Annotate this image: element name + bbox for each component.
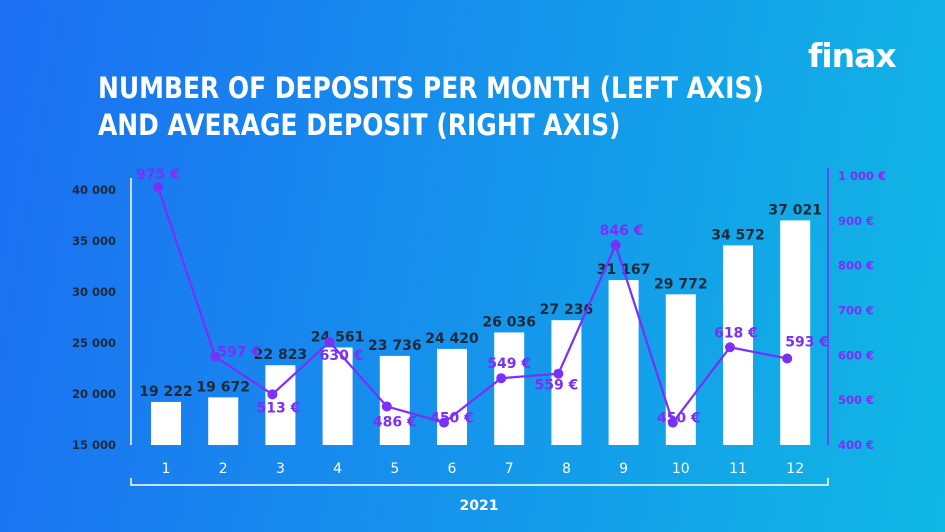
deposits-bar-label: 19 222 [139,384,193,400]
deposits-bar-label: 26 036 [482,314,536,330]
month-tick-label: 10 [672,461,690,477]
deposits-bar [551,320,582,445]
deposits-bar-label: 34 572 [711,227,765,243]
average-deposit-label: 450 € [657,411,701,427]
deposits-bar-label: 22 823 [254,347,308,363]
average-deposit-point [210,351,221,362]
average-deposit-point [610,240,621,251]
left-tick-label: 40 000 [72,183,116,197]
average-deposit-point [381,401,392,412]
deposits-bar-label: 27 236 [540,302,594,318]
average-deposit-point [439,417,449,428]
month-tick-label: 1 [162,461,171,477]
month-tick-label: 11 [729,461,747,477]
deposits-bar-label: 29 772 [654,276,708,292]
month-tick-label: 3 [276,461,285,477]
right-tick-label: 900 € [838,214,874,228]
right-tick-label: 600 € [838,348,874,362]
left-tick-label: 25 000 [72,336,116,350]
deposits-bar-label: 37 021 [768,202,822,218]
month-tick-label: 2 [219,461,228,477]
average-deposit-label: 559 € [534,378,578,394]
deposits-bar-label: 23 736 [368,338,422,354]
deposits-bar [208,397,239,445]
deposits-bar [151,401,181,445]
average-deposit-point [496,373,507,384]
average-deposit-label: 513 € [256,400,300,416]
left-tick-label: 35 000 [72,234,116,248]
right-tick-label: 700 € [838,304,874,318]
finax-logo: finax [808,36,897,75]
average-deposit-label: 846 € [600,223,644,239]
deposits-bar-label: 24 420 [425,331,479,347]
year-bracket [130,478,829,486]
average-deposit-label: 618 € [714,325,758,341]
month-tick-label: 4 [333,461,342,477]
deposits-bar [379,355,410,445]
deposits-bar [608,280,639,445]
average-deposit-label: 630 € [320,348,364,364]
month-tick-label: 6 [448,461,457,477]
deposits-bar [494,332,525,445]
average-deposit-point [267,389,278,400]
right-tick-label: 800 € [838,259,874,273]
deposits-bar [437,348,467,445]
average-deposit-label: 450 € [430,411,474,427]
chart-title: NUMBER OF DEPOSITS PER MONTH (LEFT AXIS)… [98,70,764,144]
month-tick-label: 12 [786,461,804,477]
average-deposit-label: 593 € [785,334,829,350]
left-tick-label: 30 000 [72,285,116,299]
left-tick-label: 20 000 [72,387,116,401]
average-deposit-line [156,186,788,425]
month-tick-label: 5 [390,461,399,477]
left-tick-label: 15 000 [72,438,116,452]
deposits-bar-label: 19 672 [196,379,250,395]
average-deposit-label: 549 € [487,356,531,372]
average-deposit-point [725,342,735,353]
deposits-bar [780,220,811,445]
x-axis-label: 2021 [460,498,499,514]
average-deposit-label: 486 € [373,414,417,430]
right-tick-label: 1 000 € [838,169,886,183]
deposits-bar-label: 24 561 [311,329,365,345]
chart-title-line-1: NUMBER OF DEPOSITS PER MONTH (LEFT AXIS) [98,71,764,105]
average-deposit-point [324,336,335,347]
average-deposit-label: 975 € [136,167,180,183]
right-tick-label: 500 € [838,393,874,407]
average-deposit-point [667,417,678,428]
right-tick-label: 400 € [838,438,874,452]
average-deposit-point [153,182,163,193]
average-deposit-label: 597 € [217,345,261,361]
month-tick-label: 8 [562,461,571,477]
average-deposit-point [782,353,793,364]
average-deposit-point [553,368,564,379]
chart-title-line-2: AND AVERAGE DEPOSIT (RIGHT AXIS) [98,108,621,142]
month-tick-label: 9 [619,461,628,477]
month-tick-label: 7 [505,461,514,477]
